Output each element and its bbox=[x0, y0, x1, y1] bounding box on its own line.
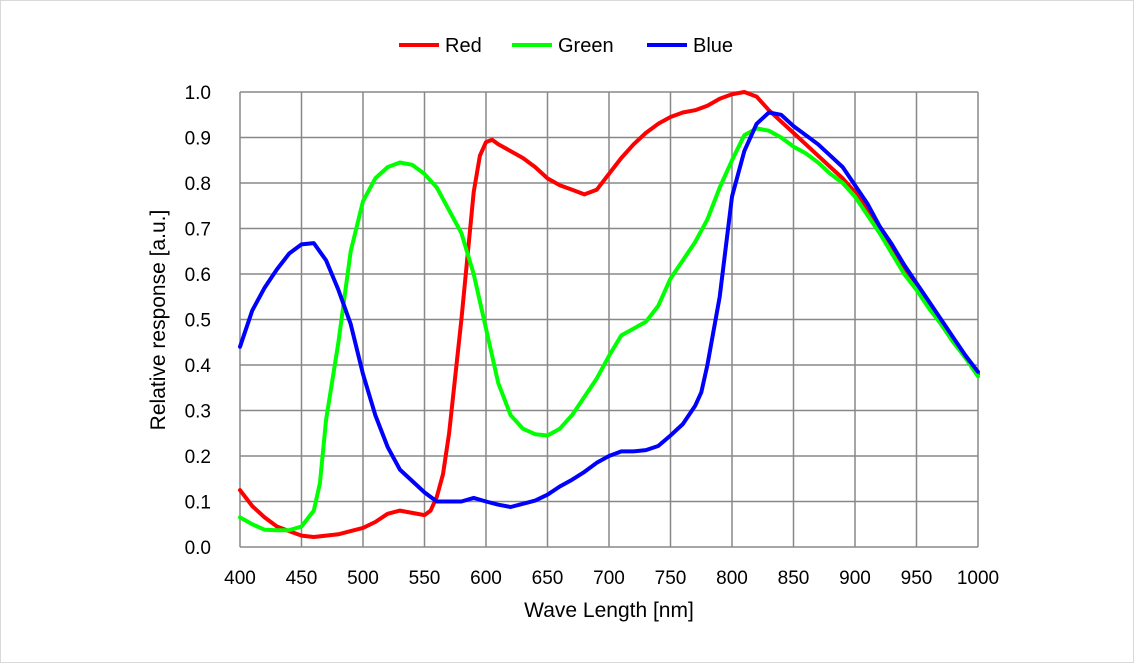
y-tick-label: 0.8 bbox=[185, 174, 211, 195]
y-tick-label: 0.6 bbox=[185, 265, 211, 286]
y-tick-label: 0.9 bbox=[185, 129, 211, 150]
y-tick-label: 0.2 bbox=[185, 447, 211, 468]
y-tick-label: 0.4 bbox=[185, 356, 212, 377]
legend: Red Green Blue bbox=[399, 35, 733, 57]
legend-label-red: Red bbox=[445, 35, 482, 57]
y-tick-labels: 0.0 0.1 0.2 0.3 0.4 0.5 0.6 0.7 0.8 0.9 1.0 bbox=[185, 83, 212, 559]
x-tick-label: 950 bbox=[901, 568, 933, 589]
x-tick-label: 500 bbox=[347, 568, 379, 589]
y-axis-label: Relative response [a.u.] bbox=[147, 210, 170, 431]
x-tick-label: 1000 bbox=[957, 568, 999, 589]
legend-label-blue: Blue bbox=[693, 35, 733, 57]
x-tick-label: 700 bbox=[593, 568, 625, 589]
y-tick-label: 0.7 bbox=[185, 220, 211, 241]
x-tick-label: 850 bbox=[778, 568, 810, 589]
series-line-green bbox=[238, 126, 980, 533]
y-tick-label: 0.0 bbox=[185, 538, 211, 559]
x-tick-label: 900 bbox=[839, 568, 871, 589]
legend-label-green: Green bbox=[558, 35, 614, 57]
grid bbox=[239, 91, 979, 548]
y-tick-label: 0.1 bbox=[185, 493, 211, 514]
x-tick-label: 650 bbox=[532, 568, 564, 589]
series-line-blue bbox=[238, 110, 980, 509]
x-tick-label: 800 bbox=[716, 568, 748, 589]
series-line-red bbox=[238, 90, 980, 539]
series-lines bbox=[238, 90, 980, 539]
x-tick-label: 400 bbox=[224, 568, 256, 589]
x-tick-label: 550 bbox=[409, 568, 441, 589]
x-tick-label: 750 bbox=[655, 568, 687, 589]
x-tick-label: 450 bbox=[286, 568, 318, 589]
y-tick-label: 1.0 bbox=[185, 83, 211, 104]
x-tick-label: 600 bbox=[470, 568, 502, 589]
y-tick-label: 0.5 bbox=[185, 311, 211, 332]
y-tick-label: 0.3 bbox=[185, 402, 211, 423]
x-axis-label: Wave Length [nm] bbox=[524, 599, 694, 622]
x-tick-labels: 400 450 500 550 600 650 700 750 800 850 900 950 1000 bbox=[224, 568, 999, 589]
